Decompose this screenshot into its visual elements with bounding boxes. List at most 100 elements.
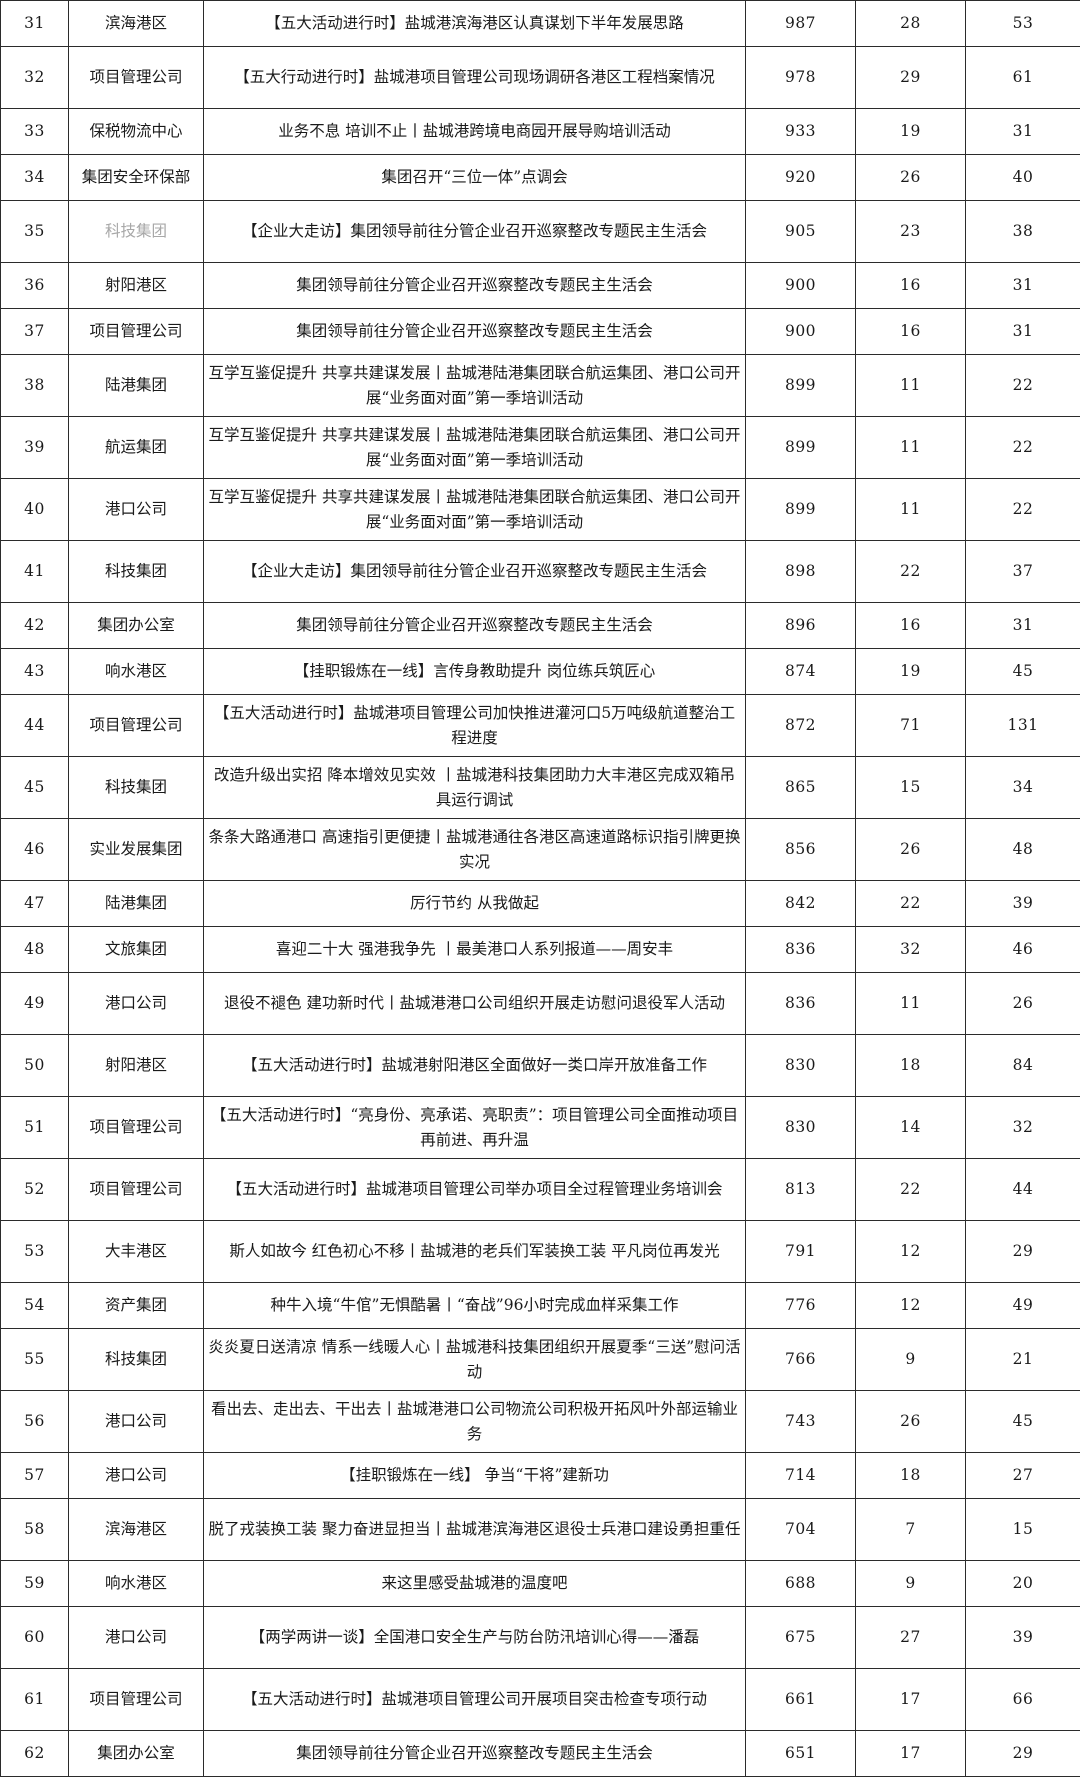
cell-shares: 27 <box>965 1452 1080 1499</box>
cell-index: 45 <box>0 756 69 819</box>
cell-index: 47 <box>0 880 69 927</box>
cell-index: 51 <box>0 1096 69 1159</box>
table-row: 55 科技集团 炎炎夏日送清凉 情系一线暖人心丨盐城港科技集团组织开展夏季“三送”慰… <box>0 1328 1080 1391</box>
table-row: 36 射阳港区 集团领导前往分管企业召开巡察整改专题民主生活会 900 16 31 <box>0 262 1080 309</box>
cell-department: 项目管理公司 <box>68 308 204 355</box>
table-row: 43 响水港区 【挂职锻炼在一线】言传身教助提升 岗位练兵筑匠心 874 19 45 <box>0 648 1080 695</box>
cell-views: 899 <box>745 416 856 479</box>
cell-views: 661 <box>745 1668 856 1731</box>
table-row: 57 港口公司 【挂职锻炼在一线】 争当“干将”建新功 714 18 27 <box>0 1452 1080 1499</box>
cell-views: 865 <box>745 756 856 819</box>
cell-views: 872 <box>745 694 856 757</box>
cell-department: 滨海港区 <box>68 1498 204 1561</box>
cell-title: 条条大路通港口 高速指引更便捷丨盐城港通往各港区高速道路标识指引牌更换实况 <box>203 818 746 881</box>
cell-views: 830 <box>745 1034 856 1097</box>
cell-department: 航运集团 <box>68 416 204 479</box>
cell-likes: 26 <box>855 154 966 201</box>
table-row: 48 文旅集团 喜迎二十大 强港我争先 丨最美港口人系列报道——周安丰 836 32 46 <box>0 926 1080 973</box>
cell-index: 43 <box>0 648 69 695</box>
cell-likes: 16 <box>855 602 966 649</box>
cell-department: 陆港集团 <box>68 354 204 417</box>
table-row: 39 航运集团 互学互鉴促提升 共享共建谋发展丨盐城港陆港集团联合航运集团、港口公司… <box>0 416 1080 479</box>
cell-department: 保税物流中心 <box>68 108 204 155</box>
cell-title: 脱了戎装换工装 聚力奋进显担当丨盐城港滨海港区退役士兵港口建设勇担重任 <box>203 1498 746 1561</box>
cell-index: 60 <box>0 1606 69 1669</box>
table-row: 41 科技集团 【企业大走访】集团领导前往分管企业召开巡察整改专题民主生活会 898 2… <box>0 540 1080 603</box>
cell-likes: 11 <box>855 354 966 417</box>
cell-department: 滨海港区 <box>68 0 204 47</box>
cell-views: 905 <box>745 200 856 263</box>
cell-likes: 17 <box>855 1668 966 1731</box>
cell-likes: 15 <box>855 756 966 819</box>
cell-likes: 18 <box>855 1034 966 1097</box>
table-row: 59 响水港区 来这里感受盐城港的温度吧 688 9 20 <box>0 1560 1080 1607</box>
cell-index: 55 <box>0 1328 69 1391</box>
cell-views: 836 <box>745 972 856 1035</box>
cell-shares: 21 <box>965 1328 1080 1391</box>
cell-views: 675 <box>745 1606 856 1669</box>
cell-views: 714 <box>745 1452 856 1499</box>
cell-shares: 22 <box>965 478 1080 541</box>
cell-title: 业务不息 培训不止丨盐城港跨境电商园开展导购培训活动 <box>203 108 746 155</box>
cell-shares: 66 <box>965 1668 1080 1731</box>
table-row: 40 港口公司 互学互鉴促提升 共享共建谋发展丨盐城港陆港集团联合航运集团、港口公司… <box>0 478 1080 541</box>
cell-shares: 39 <box>965 880 1080 927</box>
cell-shares: 46 <box>965 926 1080 973</box>
cell-likes: 22 <box>855 1158 966 1221</box>
cell-department: 港口公司 <box>68 1606 204 1669</box>
cell-likes: 19 <box>855 108 966 155</box>
table-row: 38 陆港集团 互学互鉴促提升 共享共建谋发展丨盐城港陆港集团联合航运集团、港口公司… <box>0 354 1080 417</box>
cell-title: 集团领导前往分管企业召开巡察整改专题民主生活会 <box>203 1730 746 1777</box>
cell-title: 喜迎二十大 强港我争先 丨最美港口人系列报道——周安丰 <box>203 926 746 973</box>
cell-department: 响水港区 <box>68 648 204 695</box>
cell-index: 58 <box>0 1498 69 1561</box>
cell-views: 899 <box>745 478 856 541</box>
cell-shares: 31 <box>965 602 1080 649</box>
cell-shares: 131 <box>965 694 1080 757</box>
cell-department: 射阳港区 <box>68 262 204 309</box>
cell-department: 港口公司 <box>68 1452 204 1499</box>
cell-index: 42 <box>0 602 69 649</box>
cell-department: 资产集团 <box>68 1282 204 1329</box>
cell-title: 集团召开“三位一体”点调会 <box>203 154 746 201</box>
cell-title: 【五大活动进行时】“亮身份、亮承诺、亮职责”：项目管理公司全面推动项目再前进、再… <box>203 1096 746 1159</box>
cell-department: 科技集团 <box>68 1328 204 1391</box>
cell-likes: 12 <box>855 1282 966 1329</box>
cell-shares: 44 <box>965 1158 1080 1221</box>
cell-title: 【企业大走访】集团领导前往分管企业召开巡察整改专题民主生活会 <box>203 540 746 603</box>
cell-index: 36 <box>0 262 69 309</box>
cell-shares: 45 <box>965 648 1080 695</box>
cell-likes: 9 <box>855 1328 966 1391</box>
cell-likes: 26 <box>855 818 966 881</box>
cell-index: 37 <box>0 308 69 355</box>
cell-shares: 22 <box>965 416 1080 479</box>
cell-shares: 29 <box>965 1730 1080 1777</box>
table-row: 53 大丰港区 斯人如故今 红色初心不移丨盐城港的老兵们军装换工装 平凡岗位再发光 7… <box>0 1220 1080 1283</box>
cell-title: 种牛入境“牛倌”无惧酷暑丨“奋战”96小时完成血样采集工作 <box>203 1282 746 1329</box>
cell-views: 766 <box>745 1328 856 1391</box>
cell-shares: 38 <box>965 200 1080 263</box>
cell-views: 898 <box>745 540 856 603</box>
cell-index: 31 <box>0 0 69 47</box>
cell-views: 791 <box>745 1220 856 1283</box>
cell-title: 【五大活动进行时】盐城港射阳港区全面做好一类口岸开放准备工作 <box>203 1034 746 1097</box>
cell-index: 50 <box>0 1034 69 1097</box>
cell-views: 987 <box>745 0 856 47</box>
cell-title: 集团领导前往分管企业召开巡察整改专题民主生活会 <box>203 308 746 355</box>
cell-views: 776 <box>745 1282 856 1329</box>
cell-title: 【五大活动进行时】盐城港项目管理公司举办项目全过程管理业务培训会 <box>203 1158 746 1221</box>
cell-title: 【五大活动进行时】盐城港项目管理公司开展项目突击检查专项行动 <box>203 1668 746 1731</box>
table-row: 51 项目管理公司 【五大活动进行时】“亮身份、亮承诺、亮职责”：项目管理公司全面推… <box>0 1096 1080 1159</box>
cell-title: 【五大行动进行时】盐城港项目管理公司现场调研各港区工程档案情况 <box>203 46 746 109</box>
cell-department: 项目管理公司 <box>68 1096 204 1159</box>
cell-index: 48 <box>0 926 69 973</box>
cell-title: 来这里感受盐城港的温度吧 <box>203 1560 746 1607</box>
cell-shares: 34 <box>965 756 1080 819</box>
cell-shares: 31 <box>965 262 1080 309</box>
cell-department: 项目管理公司 <box>68 1668 204 1731</box>
cell-index: 33 <box>0 108 69 155</box>
cell-likes: 71 <box>855 694 966 757</box>
cell-views: 830 <box>745 1096 856 1159</box>
